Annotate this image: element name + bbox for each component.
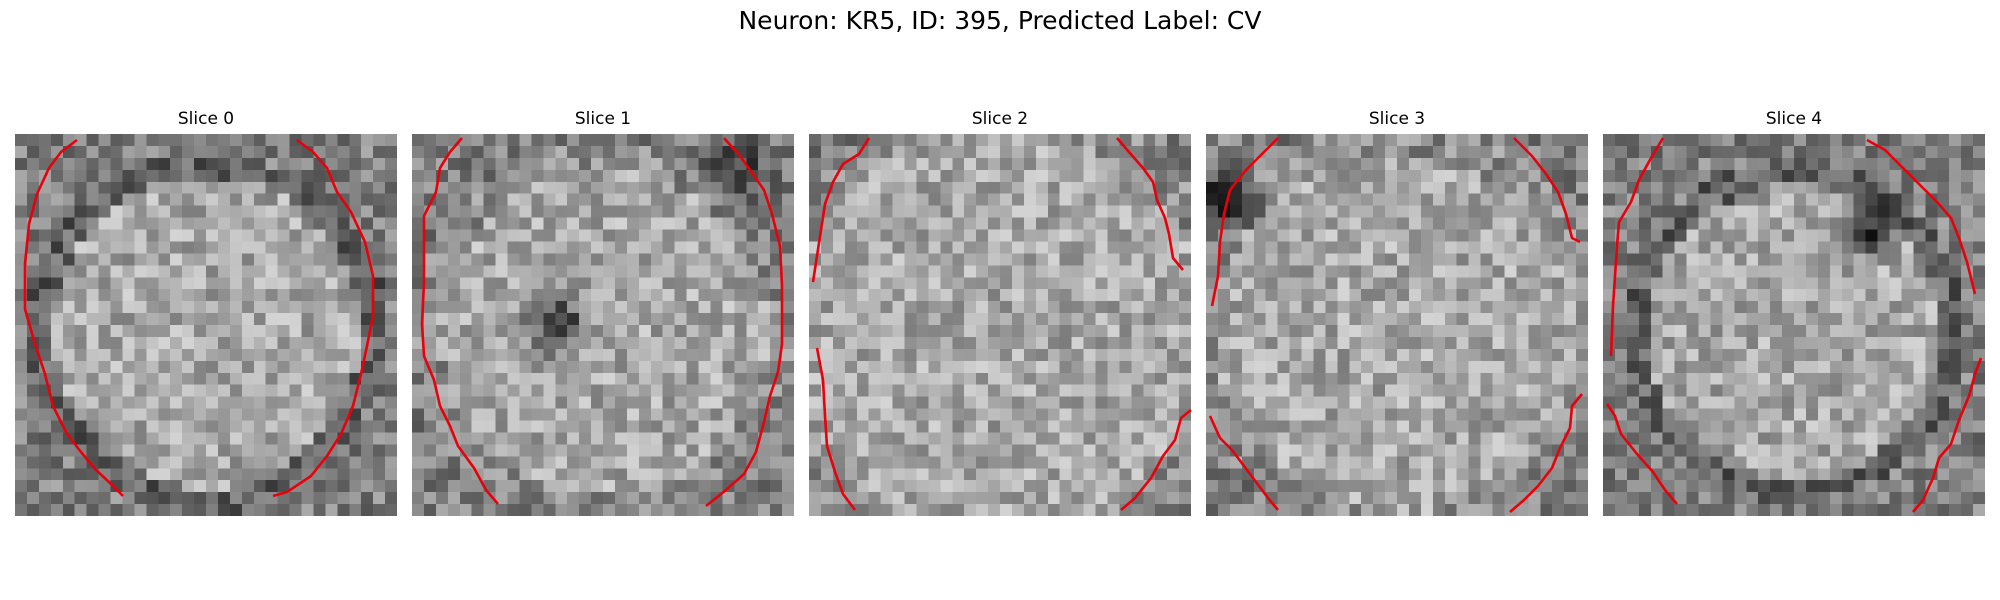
slice-title: Slice 3 bbox=[1368, 109, 1426, 129]
slice-image bbox=[15, 134, 397, 516]
slice-image bbox=[412, 134, 794, 516]
slice-title: Slice 4 bbox=[1765, 109, 1823, 129]
slice-image bbox=[809, 134, 1191, 516]
slice-panel: Slice 4 bbox=[1603, 108, 1985, 518]
slice-panel: Slice 3 bbox=[1206, 108, 1588, 518]
slice-title: Slice 0 bbox=[177, 109, 235, 129]
slice-panel: Slice 2 bbox=[809, 108, 1192, 518]
slice-panel: Slice 0 bbox=[15, 108, 397, 518]
slice-panel: Slice 1 bbox=[412, 108, 794, 518]
slice-image bbox=[1603, 134, 1985, 516]
slice-title: Slice 2 bbox=[971, 109, 1029, 129]
figure-title: Neuron: KR5, ID: 395, Predicted Label: C… bbox=[738, 6, 1262, 35]
slice-title: Slice 1 bbox=[574, 109, 632, 129]
slice-image bbox=[1206, 134, 1588, 516]
